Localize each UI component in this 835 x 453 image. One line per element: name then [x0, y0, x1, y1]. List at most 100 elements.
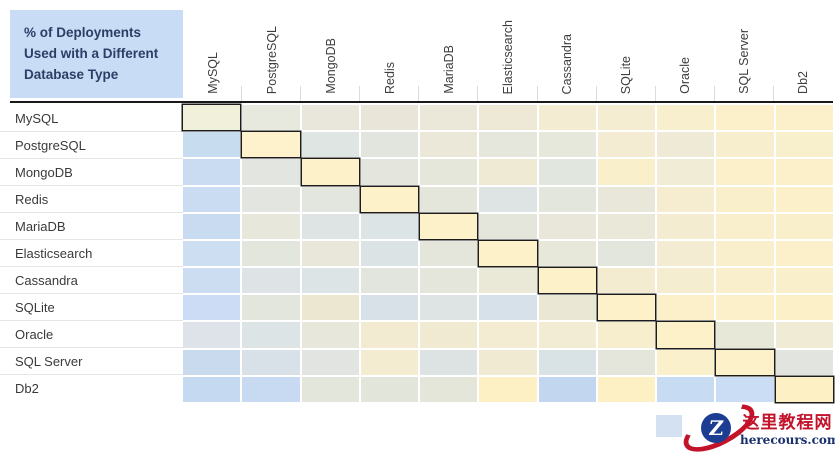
cell-cassandra-x-postgresql	[242, 268, 300, 294]
cell-redis-x-postgresql	[242, 186, 300, 212]
cell-mariadb-x-db2	[775, 213, 833, 239]
cell-redis-x-mariadb	[420, 186, 478, 212]
cell-postgresql-x-oracle	[657, 132, 715, 158]
column-header-label: Oracle	[678, 57, 693, 94]
cell-cassandra-x-mongodb	[301, 268, 359, 294]
watermark-logo-letter: Z	[707, 416, 725, 440]
cell-postgresql-x-elasticsearch	[479, 132, 537, 158]
cell-postgresql-x-mariadb	[420, 132, 478, 158]
cell-sql-server-x-mysql	[183, 349, 241, 375]
cell-oracle-x-oracle	[657, 322, 715, 348]
cell-elasticsearch-x-redis	[360, 240, 419, 267]
cell-elasticsearch-x-mongodb	[301, 240, 359, 267]
watermark-site-name: 这里教程网	[742, 413, 833, 432]
cell-oracle-x-cassandra	[538, 322, 596, 348]
cell-oracle-x-db2	[775, 322, 833, 348]
cell-db2-x-mongodb	[301, 376, 359, 402]
cell-elasticsearch-x-postgresql	[242, 240, 300, 267]
cell-mysql-x-sqlite	[597, 105, 656, 131]
cell-mysql-x-mysql	[183, 105, 241, 131]
cell-postgresql-x-redis	[360, 132, 419, 158]
column-header-label: MySQL	[205, 52, 220, 94]
cell-redis-x-redis	[360, 186, 419, 212]
cell-mongodb-x-sqlite	[597, 159, 656, 185]
cell-postgresql-x-sql-server	[716, 132, 774, 158]
cell-sqlite-x-redis	[360, 295, 419, 321]
chart-title-box: % of Deployments Used with a Different D…	[10, 10, 183, 98]
column-header-mongodb: MongoDB	[301, 0, 361, 101]
cell-sql-server-x-sql-server	[716, 349, 774, 375]
cell-mysql-x-oracle	[657, 105, 715, 131]
cell-sql-server-x-mongodb	[301, 349, 359, 375]
cell-sql-server-x-redis	[360, 349, 419, 375]
cell-sql-server-x-elasticsearch	[479, 349, 537, 375]
cell-oracle-x-elasticsearch	[479, 322, 537, 348]
watermark: Z 这里教程网 herecours.com	[676, 394, 835, 453]
cell-mariadb-x-cassandra	[538, 213, 596, 239]
cell-postgresql-x-mysql	[183, 132, 241, 158]
cell-redis-x-cassandra	[538, 186, 596, 212]
cell-oracle-x-mongodb	[301, 322, 359, 348]
column-header-mariadb: MariaDB	[419, 0, 479, 101]
cell-sqlite-x-mariadb	[420, 295, 478, 321]
column-headers: MySQL PostgreSQL MongoDB Redis MariaDB Elasti…	[183, 0, 833, 101]
cell-mariadb-x-redis	[360, 213, 419, 239]
cell-sql-server-x-mariadb	[420, 349, 478, 375]
cell-mariadb-x-oracle	[657, 213, 715, 239]
column-header-sqlite: SQLite	[597, 0, 656, 101]
cell-redis-x-sql-server	[716, 186, 774, 212]
cell-mongodb-x-db2	[775, 159, 833, 185]
cell-postgresql-x-cassandra	[538, 132, 596, 158]
cell-postgresql-x-postgresql	[242, 132, 300, 158]
cell-mongodb-x-redis	[360, 159, 419, 185]
cell-sqlite-x-elasticsearch	[479, 295, 537, 321]
column-header-label: MongoDB	[323, 38, 338, 94]
watermark-texts: 这里教程网 herecours.com	[740, 408, 835, 447]
cell-cassandra-x-oracle	[657, 268, 715, 294]
column-header-label: PostgreSQL	[264, 25, 279, 94]
cell-elasticsearch-x-oracle	[657, 240, 715, 267]
cell-postgresql-x-sqlite	[597, 132, 656, 158]
cell-cassandra-x-redis	[360, 268, 419, 294]
cell-sqlite-x-db2	[775, 295, 833, 321]
row-label-sqlite: SQLite	[0, 294, 183, 321]
column-header-redis: Redis	[360, 0, 420, 101]
cell-sqlite-x-mongodb	[301, 295, 359, 321]
cell-mariadb-x-sql-server	[716, 213, 774, 239]
cell-sqlite-x-sql-server	[716, 295, 774, 321]
column-header-mysql: MySQL	[183, 0, 243, 101]
cell-sql-server-x-oracle	[657, 349, 715, 375]
cell-redis-x-sqlite	[597, 186, 656, 212]
watermark-logo-icon: Z	[701, 413, 731, 443]
cell-db2-x-sql-server	[716, 376, 774, 402]
cell-redis-x-oracle	[657, 186, 715, 212]
cell-mysql-x-postgresql	[242, 105, 300, 131]
cell-cassandra-x-db2	[775, 268, 833, 294]
cell-elasticsearch-x-sqlite	[597, 240, 656, 267]
column-header-cassandra: Cassandra	[538, 0, 597, 101]
cell-cassandra-x-cassandra	[538, 268, 596, 294]
cell-elasticsearch-x-sql-server	[716, 240, 774, 267]
column-header-sql-server: SQL Server	[715, 0, 775, 101]
row-label-sql-server: SQL Server	[0, 348, 183, 375]
column-header-label: SQLite	[619, 55, 634, 94]
cell-cassandra-x-sql-server	[716, 268, 774, 294]
cell-cassandra-x-elasticsearch	[479, 268, 537, 294]
row-label-cassandra: Cassandra	[0, 267, 183, 294]
cell-mongodb-x-sql-server	[716, 159, 774, 185]
header-divider-line	[10, 101, 833, 103]
cell-sql-server-x-postgresql	[242, 349, 300, 375]
watermark-site-url: herecours.com	[740, 433, 835, 447]
cell-db2-x-cassandra	[538, 376, 596, 402]
cell-db2-x-sqlite	[597, 376, 656, 402]
cell-cassandra-x-mysql	[183, 268, 241, 294]
row-label-mariadb: MariaDB	[0, 213, 183, 240]
cell-db2-x-mariadb	[420, 376, 478, 402]
cell-db2-x-elasticsearch	[479, 376, 537, 402]
cell-mariadb-x-mongodb	[301, 213, 359, 239]
cell-sqlite-x-sqlite	[597, 295, 656, 321]
column-header-label: SQL Server	[737, 29, 752, 94]
row-labels: MySQL PostgreSQL MongoDB Redis MariaDB Elasti…	[0, 105, 183, 402]
cell-oracle-x-postgresql	[242, 322, 300, 348]
